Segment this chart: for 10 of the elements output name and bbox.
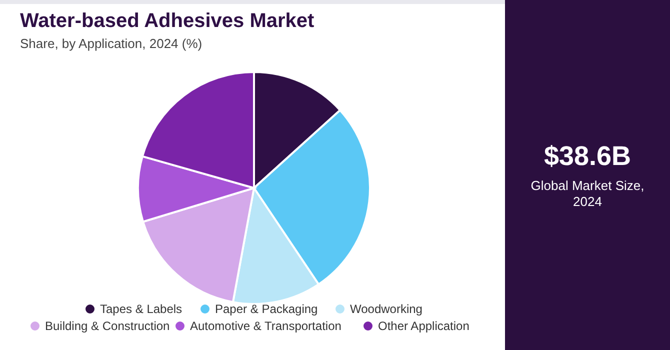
chart-subtitle: Share, by Application, 2024 (%) [20,36,202,51]
chart-title: Water-based Adhesives Market [20,10,315,32]
text: Global Market Size, 2024 [530,178,644,209]
legend-label: Tapes & Labels [100,302,182,316]
text: $38.6B [544,141,632,171]
legend-label: Woodworking [350,302,422,316]
legend-label: Other Application [378,319,470,333]
legend-label: Paper & Packaging [215,302,318,316]
legend-label: Automotive & Transportation [190,319,342,333]
legend-label: Building & Construction [45,319,170,333]
